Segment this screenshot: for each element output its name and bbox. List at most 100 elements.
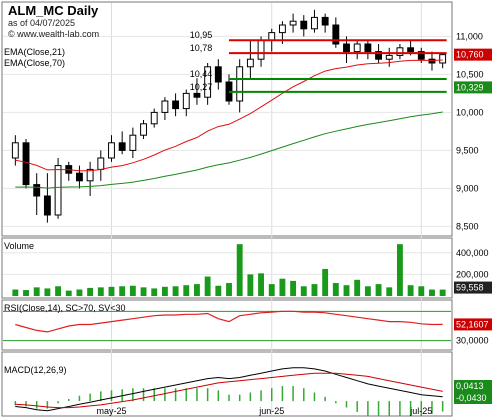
price-tick-label-5: 11,000 — [456, 31, 483, 41]
volume-bar-1 — [23, 290, 29, 296]
volume-bar-32 — [354, 279, 361, 296]
macd-line — [15, 367, 443, 412]
legend-ema21: EMA(Close,21) — [4, 47, 65, 57]
volume-bar-21 — [236, 244, 243, 296]
level-label-3: 10,27 — [190, 82, 213, 92]
volume-bars — [12, 244, 446, 296]
volume-bar-31 — [343, 285, 350, 296]
candle-body-3 — [43, 195, 51, 216]
candle-body-6 — [76, 172, 83, 182]
candle-body-0 — [11, 142, 19, 159]
volume-bar-24 — [268, 284, 275, 296]
volume-bar-4 — [55, 286, 62, 296]
candle-body-30 — [332, 24, 340, 45]
watermark: © www.wealth-lab.com — [8, 29, 99, 39]
volume-bar-39 — [429, 289, 435, 296]
last-close-badge-bg — [454, 48, 492, 61]
level-label-2: 10,44 — [190, 69, 213, 79]
volume-bar-30 — [332, 283, 339, 296]
support-resistance-levels: 10,95 10,78 10,44 10,27 — [190, 30, 447, 93]
price-tick-label-0: 8,500 — [456, 221, 479, 231]
candle-body-25 — [278, 24, 286, 34]
volume-badge-bg — [454, 281, 492, 294]
x-tick-label-0: may-25 — [96, 406, 126, 416]
candle-body-32 — [353, 43, 361, 53]
candle-body-11 — [129, 134, 137, 151]
volume-bar-14 — [161, 286, 168, 296]
volume-bar-23 — [258, 273, 264, 296]
macd-panel-frame — [1, 351, 453, 417]
volume-label: Volume — [4, 241, 34, 251]
candle-body-29 — [321, 16, 329, 26]
candle-body-21 — [236, 66, 244, 102]
candle-body-27 — [300, 20, 308, 30]
last-close-badge-text: 10,760 — [456, 50, 484, 60]
volume-bar-19 — [215, 285, 222, 296]
axis-labels: may-25 jun-25 jul-25 8,500 9,000 9,500 10,000 1… — [96, 31, 488, 416]
ema70-badge-bg — [454, 81, 492, 94]
rsi-label: RSI(Close,14), SC>70, SV<30 — [4, 303, 126, 313]
volume-bar-26 — [290, 280, 297, 296]
candle-body-18 — [204, 66, 212, 98]
candle-body-4 — [54, 165, 62, 216]
candle-body-38 — [417, 51, 425, 60]
ema21-line — [15, 59, 443, 172]
volume-bar-20 — [226, 283, 232, 296]
volume-bar-25 — [279, 278, 286, 296]
volume-bar-8 — [97, 287, 104, 296]
x-tick-label-1: jun-25 — [258, 406, 284, 416]
candle-body-16 — [182, 92, 190, 110]
candle-body-33 — [364, 43, 372, 53]
macd-label: MACD(12,26,9) — [4, 365, 67, 375]
candle-body-12 — [140, 123, 147, 136]
grid-lines — [3, 3, 451, 415]
price-tick-label-1: 9,000 — [456, 183, 479, 193]
volume-bar-40 — [439, 289, 446, 296]
volume-bar-27 — [300, 286, 307, 296]
macd-signal-line — [15, 372, 443, 409]
volume-bar-10 — [119, 286, 126, 296]
level-label-0: 10,95 — [190, 30, 213, 40]
candle-body-10 — [118, 142, 126, 151]
chart-title: ALM_MC Daily — [8, 3, 99, 18]
candle-body-9 — [108, 142, 115, 159]
candle-body-23 — [257, 39, 265, 60]
rsi-badge-bg — [454, 318, 492, 331]
volume-bar-7 — [87, 287, 94, 296]
macd-badge-0-text: 0,0413 — [456, 381, 484, 391]
volume-bar-16 — [183, 285, 190, 296]
value-badges: 10,760 10,329 59,558 52,1607 0,0413 -0,0430 — [454, 48, 492, 404]
ema70-line — [15, 111, 443, 189]
rsi-series — [3, 310, 451, 342]
volume-bar-29 — [322, 269, 329, 296]
candle-body-13 — [150, 111, 158, 125]
volume-bar-17 — [194, 284, 200, 296]
volume-bar-13 — [151, 288, 158, 296]
candle-body-40 — [439, 54, 447, 64]
volume-bar-28 — [311, 284, 318, 296]
candle-body-26 — [289, 20, 297, 26]
level-label-1: 10,78 — [190, 43, 213, 53]
legend-ema70: EMA(Close,70) — [4, 58, 65, 68]
ema70-badge-text: 10,329 — [456, 82, 484, 92]
candle-body-24 — [268, 32, 276, 41]
candle-body-15 — [172, 100, 180, 110]
volume-bar-36 — [396, 244, 403, 296]
candle-body-22 — [246, 58, 254, 68]
candle-body-39 — [428, 58, 436, 64]
rsi-tick-label-0: 30,0000 — [456, 336, 489, 346]
macd-badge-0-bg — [454, 380, 492, 392]
volume-bar-35 — [386, 287, 393, 296]
macd-badge-1-text: -0,0430 — [456, 393, 487, 403]
volume-bar-2 — [33, 287, 40, 296]
candle-body-36 — [396, 47, 404, 56]
candle-body-17 — [193, 92, 201, 98]
chart-subtitle: as of 04/07/2025 — [8, 18, 75, 28]
candle-body-35 — [385, 54, 393, 60]
candle-body-37 — [407, 47, 415, 53]
ema-lines — [15, 59, 443, 189]
volume-bar-18 — [204, 276, 211, 296]
volume-badge-text: 59,558 — [456, 283, 484, 293]
price-tick-label-4: 10,500 — [456, 69, 484, 79]
